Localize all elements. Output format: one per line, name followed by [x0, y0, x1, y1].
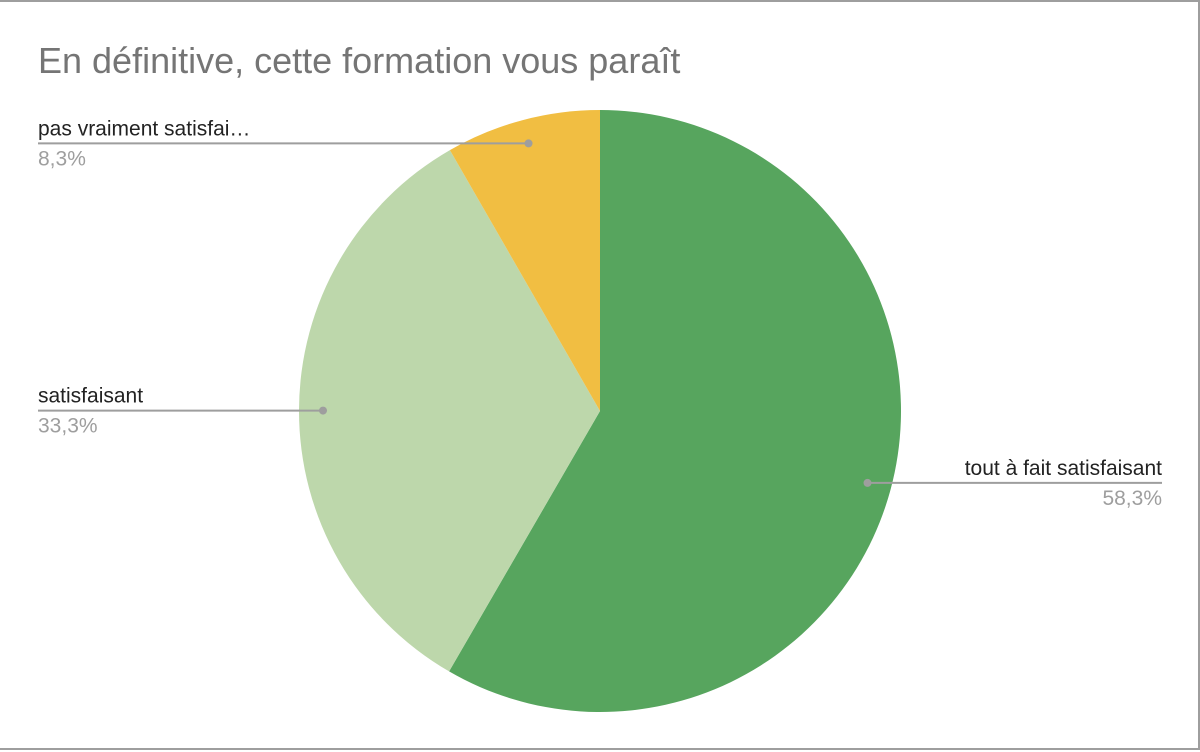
slice-percent-2: 8,3% — [38, 147, 86, 170]
pie-slice-0 — [449, 110, 901, 712]
slice-label-1: satisfaisant — [38, 385, 143, 408]
pie-labels: tout à fait satisfaisant 58,3% satisfaisan… — [38, 117, 1162, 510]
pie-slice-2 — [449, 110, 600, 411]
slice-percent-1: 33,3% — [38, 415, 98, 438]
slice-percent-0: 58,3% — [1102, 487, 1162, 510]
chart-title: En définitive, cette formation vous para… — [38, 40, 681, 81]
pie-slices — [299, 110, 901, 712]
pie-slice-1 — [299, 150, 600, 672]
slice-label-0: tout à fait satisfaisant — [965, 457, 1162, 480]
slice-label-2: pas vraiment satisfai… — [38, 117, 250, 140]
